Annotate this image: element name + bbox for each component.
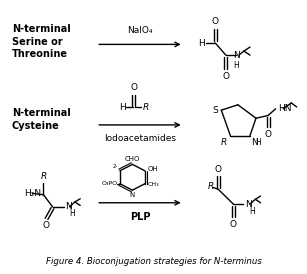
Text: O: O bbox=[222, 72, 229, 81]
Text: N-terminal
Serine or
Threonine: N-terminal Serine or Threonine bbox=[12, 24, 71, 59]
Text: O: O bbox=[265, 130, 272, 139]
Text: H: H bbox=[198, 39, 205, 48]
Text: N: N bbox=[233, 51, 240, 60]
Text: O: O bbox=[230, 220, 237, 229]
Text: R: R bbox=[221, 138, 227, 147]
Text: O: O bbox=[43, 221, 50, 230]
Text: Iodoacetamides: Iodoacetamides bbox=[104, 134, 176, 143]
Text: OH: OH bbox=[148, 167, 159, 172]
Text: N-terminal
Cysteine: N-terminal Cysteine bbox=[12, 108, 71, 131]
Text: R: R bbox=[208, 182, 214, 191]
Text: S: S bbox=[212, 106, 218, 115]
Text: O: O bbox=[212, 17, 219, 26]
Text: NaIO₄: NaIO₄ bbox=[127, 26, 153, 35]
Text: R: R bbox=[143, 103, 149, 112]
Text: N: N bbox=[130, 192, 135, 198]
Text: H: H bbox=[70, 210, 76, 218]
Text: H: H bbox=[249, 207, 255, 216]
Text: R: R bbox=[40, 172, 47, 181]
Text: Figure 4. Bioconjugation strategies for N-terminus: Figure 4. Bioconjugation strategies for … bbox=[45, 257, 262, 266]
Text: O: O bbox=[215, 164, 222, 173]
Text: N: N bbox=[65, 202, 72, 211]
Text: O: O bbox=[130, 83, 138, 92]
Text: O₃PO: O₃PO bbox=[101, 181, 118, 186]
Text: CHO: CHO bbox=[125, 156, 140, 162]
Text: H: H bbox=[234, 61, 239, 70]
Text: CH₃: CH₃ bbox=[148, 182, 160, 187]
Text: N: N bbox=[245, 200, 252, 209]
Text: H₂N: H₂N bbox=[24, 189, 41, 198]
Text: N: N bbox=[251, 138, 258, 147]
Text: PLP: PLP bbox=[130, 212, 150, 222]
Text: 2-: 2- bbox=[113, 164, 119, 170]
Text: H: H bbox=[119, 103, 126, 112]
Text: HN: HN bbox=[278, 104, 292, 113]
Text: H: H bbox=[255, 138, 261, 147]
